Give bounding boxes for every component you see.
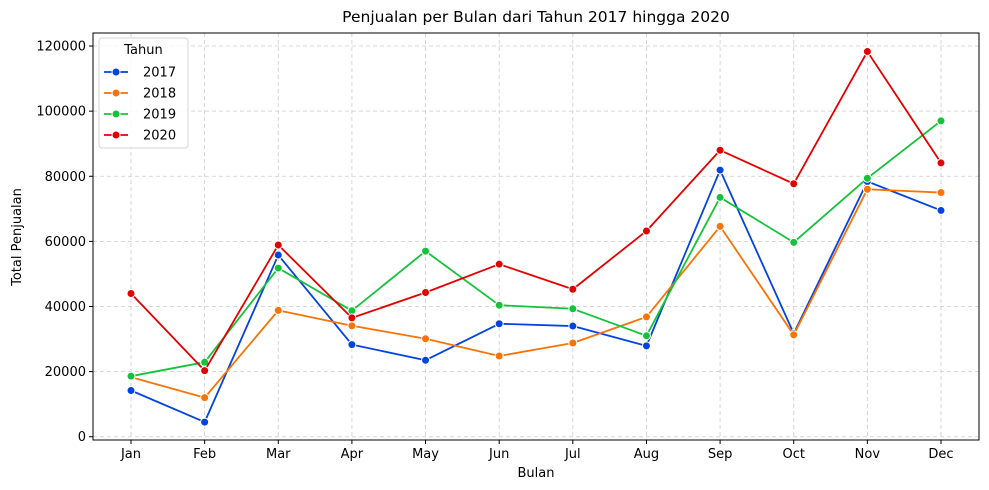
legend-label: 2019 [143, 108, 176, 123]
data-point [126, 371, 136, 381]
data-point [715, 165, 725, 175]
data-point [421, 246, 431, 256]
data-point [641, 341, 651, 351]
x-tick-label: Mar [266, 447, 291, 462]
legend-item: 2018 [104, 87, 176, 102]
y-tick-label: 40000 [45, 300, 86, 315]
data-point [494, 319, 504, 329]
x-tick-label: Aug [634, 447, 659, 462]
data-point [568, 321, 578, 331]
series-2020 [126, 47, 946, 376]
legend-swatch-marker [111, 88, 121, 98]
series-group [126, 47, 946, 427]
data-point [200, 366, 210, 376]
data-point [641, 226, 651, 236]
legend-item: 2019 [104, 108, 176, 123]
data-point [347, 340, 357, 350]
x-tick-label: Feb [193, 447, 216, 462]
x-tick-label: Dec [928, 447, 953, 462]
data-point [715, 192, 725, 202]
x-axis-label: Bulan [518, 466, 555, 481]
data-point [936, 188, 946, 198]
data-point [789, 237, 799, 247]
data-point [641, 331, 651, 341]
data-point [273, 240, 283, 250]
data-point [641, 312, 651, 322]
y-tick-label: 120000 [36, 40, 86, 55]
data-point [568, 338, 578, 348]
legend-swatch-marker [111, 109, 121, 119]
y-tick-label: 20000 [45, 365, 86, 380]
series-line [130, 50, 942, 372]
data-point [347, 321, 357, 331]
legend-label: 2020 [143, 129, 176, 144]
y-tick-label: 0 [78, 430, 86, 445]
series-line [130, 188, 942, 399]
data-point [126, 288, 136, 298]
data-point [862, 184, 872, 194]
data-point [568, 284, 578, 294]
legend-swatch-marker [111, 130, 121, 140]
y-tick-label: 80000 [45, 170, 86, 185]
data-point [200, 393, 210, 403]
legend: Tahun 2017 2018 2019 2020 [98, 37, 189, 149]
chart-title: Penjualan per Bulan dari Tahun 2017 hing… [342, 8, 730, 26]
data-point [273, 263, 283, 273]
data-point [715, 221, 725, 231]
series-2019 [126, 116, 946, 381]
series-2017 [126, 165, 946, 427]
series-line [130, 169, 942, 423]
x-tick-label: Oct [782, 447, 804, 462]
y-tick-label: 60000 [45, 235, 86, 250]
y-tick-label: 100000 [36, 105, 86, 120]
data-point [494, 351, 504, 361]
data-point [862, 173, 872, 183]
legend-box [98, 37, 189, 149]
ticks: 0 20000 40000 60000 80000 100000 120000 Jan Feb M… [36, 40, 953, 462]
data-point [347, 313, 357, 323]
data-point [421, 355, 431, 365]
data-point [273, 305, 283, 315]
legend-label: 2017 [143, 66, 176, 81]
legend-item: 2020 [104, 129, 176, 144]
data-point [421, 334, 431, 344]
data-point [273, 250, 283, 260]
x-tick-label: Jun [488, 447, 509, 462]
series-line [130, 120, 942, 378]
data-point [494, 300, 504, 310]
x-tick-label: Nov [855, 447, 881, 462]
data-point [936, 205, 946, 215]
data-point [789, 330, 799, 340]
data-point [715, 145, 725, 155]
data-point [568, 304, 578, 314]
data-point [789, 179, 799, 189]
data-point [421, 288, 431, 298]
legend-swatch-marker [111, 67, 121, 77]
x-tick-label: Apr [341, 447, 364, 462]
plot-frame [92, 32, 980, 441]
legend-label: 2018 [143, 87, 176, 102]
data-point [494, 259, 504, 269]
x-tick-label: May [412, 447, 439, 462]
x-tick-label: Jan [120, 447, 141, 462]
legend-title: Tahun [123, 43, 162, 58]
legend-item: 2017 [104, 66, 176, 81]
data-point [936, 158, 946, 168]
grid [93, 33, 979, 440]
x-tick-label: Sep [708, 447, 733, 462]
data-point [862, 47, 872, 57]
data-point [936, 116, 946, 126]
y-axis-label: Total Penjualan [10, 188, 25, 287]
data-point [200, 417, 210, 427]
data-point [126, 386, 136, 396]
x-tick-label: Jul [564, 447, 581, 462]
